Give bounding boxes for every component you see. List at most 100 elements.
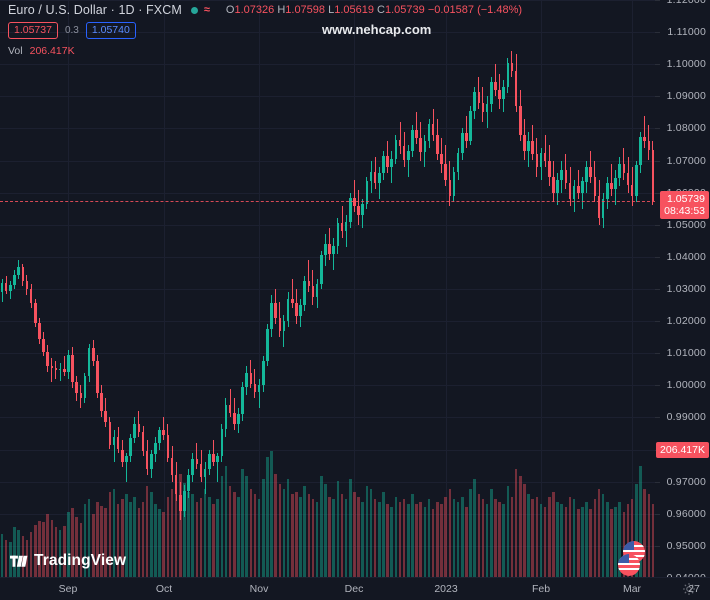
volume-bar: [290, 494, 294, 578]
candle-body: [597, 195, 601, 219]
candle-wick: [399, 122, 401, 155]
high-value: 1.07598: [285, 4, 326, 16]
symbol-title[interactable]: Euro / U.S. Dollar · 1D · FXCM: [8, 3, 182, 17]
candle-body: [33, 303, 37, 323]
volume-bar: [286, 478, 290, 578]
volume-bar: [328, 496, 331, 578]
candle-body: [174, 475, 178, 495]
gridline-horizontal: [0, 417, 655, 419]
candle-body: [75, 382, 78, 394]
gear-icon[interactable]: [682, 582, 696, 596]
axis-tick-mark: [655, 224, 660, 226]
candle-body: [369, 171, 373, 182]
volume-bar: [137, 508, 141, 578]
volume-bar: [299, 496, 302, 578]
candle-body: [402, 146, 406, 161]
candle-body: [79, 393, 83, 399]
axis-tick-mark: [655, 353, 660, 355]
current-price-badge[interactable]: 1.05739 08:43:53: [660, 191, 709, 220]
candle-body: [228, 404, 232, 413]
volume-bar: [440, 504, 443, 578]
gridline-horizontal: [0, 256, 655, 258]
gridline-horizontal: [0, 192, 655, 194]
volume-bar: [610, 509, 613, 578]
axis-tick-mark: [655, 192, 660, 194]
candle-body: [618, 163, 622, 179]
ask-price-badge[interactable]: 1.05740: [85, 22, 136, 39]
candle-body: [42, 338, 45, 352]
price-axis-tick: 1.07000: [666, 154, 706, 167]
candle-wick: [217, 452, 219, 482]
volume-bar: [96, 501, 99, 578]
candle-body: [166, 435, 170, 458]
volume-bar: [320, 476, 323, 578]
volume-bar: [38, 520, 41, 578]
bid-price-badge[interactable]: 1.05737: [8, 22, 58, 39]
candle-body: [17, 266, 20, 275]
candle-body: [62, 368, 66, 373]
candle-wick: [341, 205, 343, 238]
bid-price: 1.05737: [14, 24, 52, 36]
candle-body: [436, 134, 439, 155]
price-axis-tick: 1.03000: [666, 283, 706, 295]
candle-body: [199, 464, 203, 477]
volume-bar: [577, 509, 580, 578]
volume-bar: [489, 489, 493, 578]
volume-bar: [87, 499, 91, 578]
candle-body: [510, 62, 514, 71]
candle-body: [635, 165, 638, 196]
volume-bar: [307, 494, 311, 578]
gridline-vertical: [632, 0, 633, 578]
volume-bar: [116, 504, 120, 578]
volume-bar: [13, 527, 16, 578]
candle-wick: [407, 144, 409, 177]
volume-bar: [635, 483, 638, 578]
volume-bar: [593, 499, 597, 578]
candle-body: [4, 283, 8, 291]
price-axis[interactable]: 1.12000 1.11000 1.10000 1.09000 1.08000 1.070…: [655, 0, 710, 584]
close-key: C: [377, 4, 385, 16]
candle-wick: [378, 167, 380, 200]
candle-wick: [55, 361, 57, 379]
volume-bar: [129, 501, 132, 578]
candle-body: [382, 155, 385, 174]
candle-body: [96, 361, 99, 394]
volume-bar: [485, 504, 489, 578]
volume-bar: [402, 499, 406, 578]
time-axis[interactable]: Sep Oct Nov Dec 2023 Feb Mar 27: [0, 577, 710, 600]
chart-gridlines: [0, 0, 655, 578]
volume-bar: [21, 536, 25, 578]
volume-badge-value: 206.417K: [660, 443, 705, 456]
volume-bar: [473, 478, 476, 578]
candle-wick: [138, 411, 140, 437]
candle-body: [270, 303, 273, 330]
candle-body: [552, 176, 555, 193]
volume-bar: [560, 504, 563, 578]
volume-bar: [0, 533, 4, 578]
volume-bar: [357, 496, 360, 578]
candle-body: [137, 423, 141, 432]
volume-bar: [361, 501, 364, 578]
candle-body: [626, 173, 630, 185]
gridline-horizontal: [0, 353, 655, 355]
axis-tick-mark: [655, 32, 660, 34]
tradingview-logo[interactable]: TradingView: [10, 552, 126, 570]
volume-bar: [303, 486, 306, 578]
candle-wick: [544, 134, 546, 167]
chart-plot-area[interactable]: [0, 0, 655, 578]
volume-bar: [17, 529, 20, 578]
candle-body: [415, 130, 418, 139]
eur-usd-flag-badge-bottom[interactable]: [618, 554, 640, 576]
candle-wick: [283, 314, 285, 347]
volume-bar: [228, 486, 232, 578]
volume-axis-badge[interactable]: 206.417K: [656, 441, 709, 458]
volume-bar: [108, 491, 112, 578]
candle-body: [431, 123, 435, 135]
candle-body: [465, 133, 468, 142]
volume-bar: [460, 496, 464, 578]
high-key: H: [277, 4, 286, 16]
volume-bar: [465, 506, 468, 578]
volume-bar: [531, 499, 534, 578]
price-axis-tick: 1.11000: [667, 26, 706, 39]
